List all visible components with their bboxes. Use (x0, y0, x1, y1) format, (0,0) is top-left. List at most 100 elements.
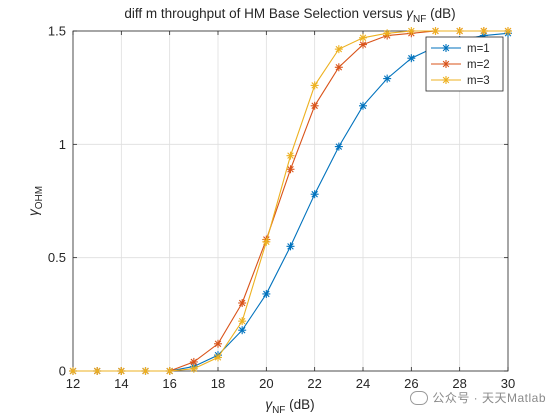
data-point (214, 353, 222, 362)
data-point (407, 54, 416, 63)
series-3 (69, 27, 512, 375)
x-tick-label: 24 (356, 376, 370, 391)
data-point (262, 237, 271, 246)
watermark: 公众号 · 天天Matlab (410, 389, 546, 406)
legend-marker (442, 60, 450, 68)
x-axis-label: γNF (dB) (265, 397, 314, 416)
marker-stroke (190, 358, 198, 366)
data-point (455, 27, 464, 35)
data-point (383, 74, 392, 83)
x-tick-label: 22 (307, 376, 321, 391)
marker-stroke (335, 143, 343, 150)
marker-stroke (442, 60, 450, 68)
marker-stroke (287, 152, 294, 159)
x-tick-label: 28 (452, 376, 466, 391)
y-tick-label: 0.5 (48, 250, 66, 265)
marker-stroke (287, 243, 294, 250)
marker-stroke (166, 367, 173, 375)
data-point (334, 63, 343, 72)
watermark-text: 公众号 · 天天Matlab (432, 391, 546, 405)
y-tick-label: 1.5 (48, 24, 66, 39)
marker-stroke (359, 41, 367, 48)
marker-stroke (432, 27, 439, 35)
marker-stroke (93, 367, 101, 375)
data-point (431, 27, 440, 35)
data-point (189, 364, 198, 373)
data-point (383, 29, 392, 38)
marker-stroke (383, 29, 391, 37)
marker-stroke (238, 317, 246, 325)
marker-stroke (142, 367, 149, 375)
marker-stroke (480, 27, 488, 35)
data-point (310, 101, 319, 110)
marker-stroke (456, 27, 463, 35)
legend-marker (442, 76, 450, 84)
data-point (238, 326, 247, 335)
marker-stroke (287, 165, 294, 173)
marker-stroke (238, 299, 246, 307)
data-point (310, 190, 319, 199)
y-tick-label: 1 (59, 137, 66, 152)
data-point (165, 367, 174, 375)
marker-stroke (190, 365, 198, 373)
data-point (286, 151, 295, 160)
data-point (407, 27, 416, 35)
data-point (238, 299, 247, 307)
marker-stroke (263, 290, 270, 298)
marker-stroke (311, 102, 318, 110)
marker-stroke (504, 27, 512, 35)
marker-stroke (69, 367, 77, 375)
marker-stroke (311, 190, 318, 198)
data-point (286, 165, 295, 174)
marker-stroke (238, 326, 246, 334)
data-point (262, 289, 271, 298)
marker-stroke (408, 54, 415, 62)
marker-stroke (335, 45, 343, 53)
marker-stroke (118, 367, 125, 375)
data-point (286, 242, 295, 251)
marker-stroke (311, 82, 318, 89)
data-point (69, 367, 77, 375)
data-point (359, 101, 367, 110)
data-point (359, 33, 367, 42)
legend: m=1 m=2 m=3 (425, 36, 504, 92)
marker-stroke (359, 34, 367, 42)
marker-stroke (383, 75, 391, 82)
legend-marker (442, 44, 450, 52)
data-point (334, 142, 343, 151)
chart-title: diff m throughput of HM Base Selection v… (124, 6, 455, 25)
data-point (189, 357, 198, 366)
marker-stroke (408, 27, 415, 35)
data-point (141, 367, 150, 375)
legend-label: m=2 (467, 59, 490, 71)
marker-stroke (214, 354, 222, 361)
marker-stroke (442, 44, 450, 52)
x-tick-label: 16 (162, 376, 176, 391)
x-tick-label: 18 (211, 376, 225, 391)
marker-stroke (263, 238, 270, 246)
y-axis-label: γOHM (26, 186, 45, 216)
data-point (117, 367, 126, 375)
data-point (214, 339, 222, 348)
x-tick-label: 12 (66, 376, 80, 391)
data-point (504, 27, 512, 35)
x-tick-label: 20 (259, 376, 273, 391)
data-point (359, 40, 367, 49)
x-tick-label: 14 (114, 376, 128, 391)
marker-stroke (442, 76, 450, 84)
data-point (93, 367, 102, 375)
legend-label: m=1 (467, 43, 490, 55)
data-point (310, 81, 319, 90)
data-point (479, 27, 488, 35)
data-point (238, 317, 247, 326)
y-tick-label: 0 (59, 364, 66, 379)
marker-stroke (335, 63, 343, 71)
data-point (334, 45, 343, 54)
x-tick-label: 26 (404, 376, 418, 391)
plot-area (72, 30, 509, 372)
marker-stroke (359, 102, 367, 110)
x-tick-label: 30 (501, 376, 515, 391)
marker-stroke (214, 340, 222, 348)
wechat-icon (410, 390, 429, 405)
